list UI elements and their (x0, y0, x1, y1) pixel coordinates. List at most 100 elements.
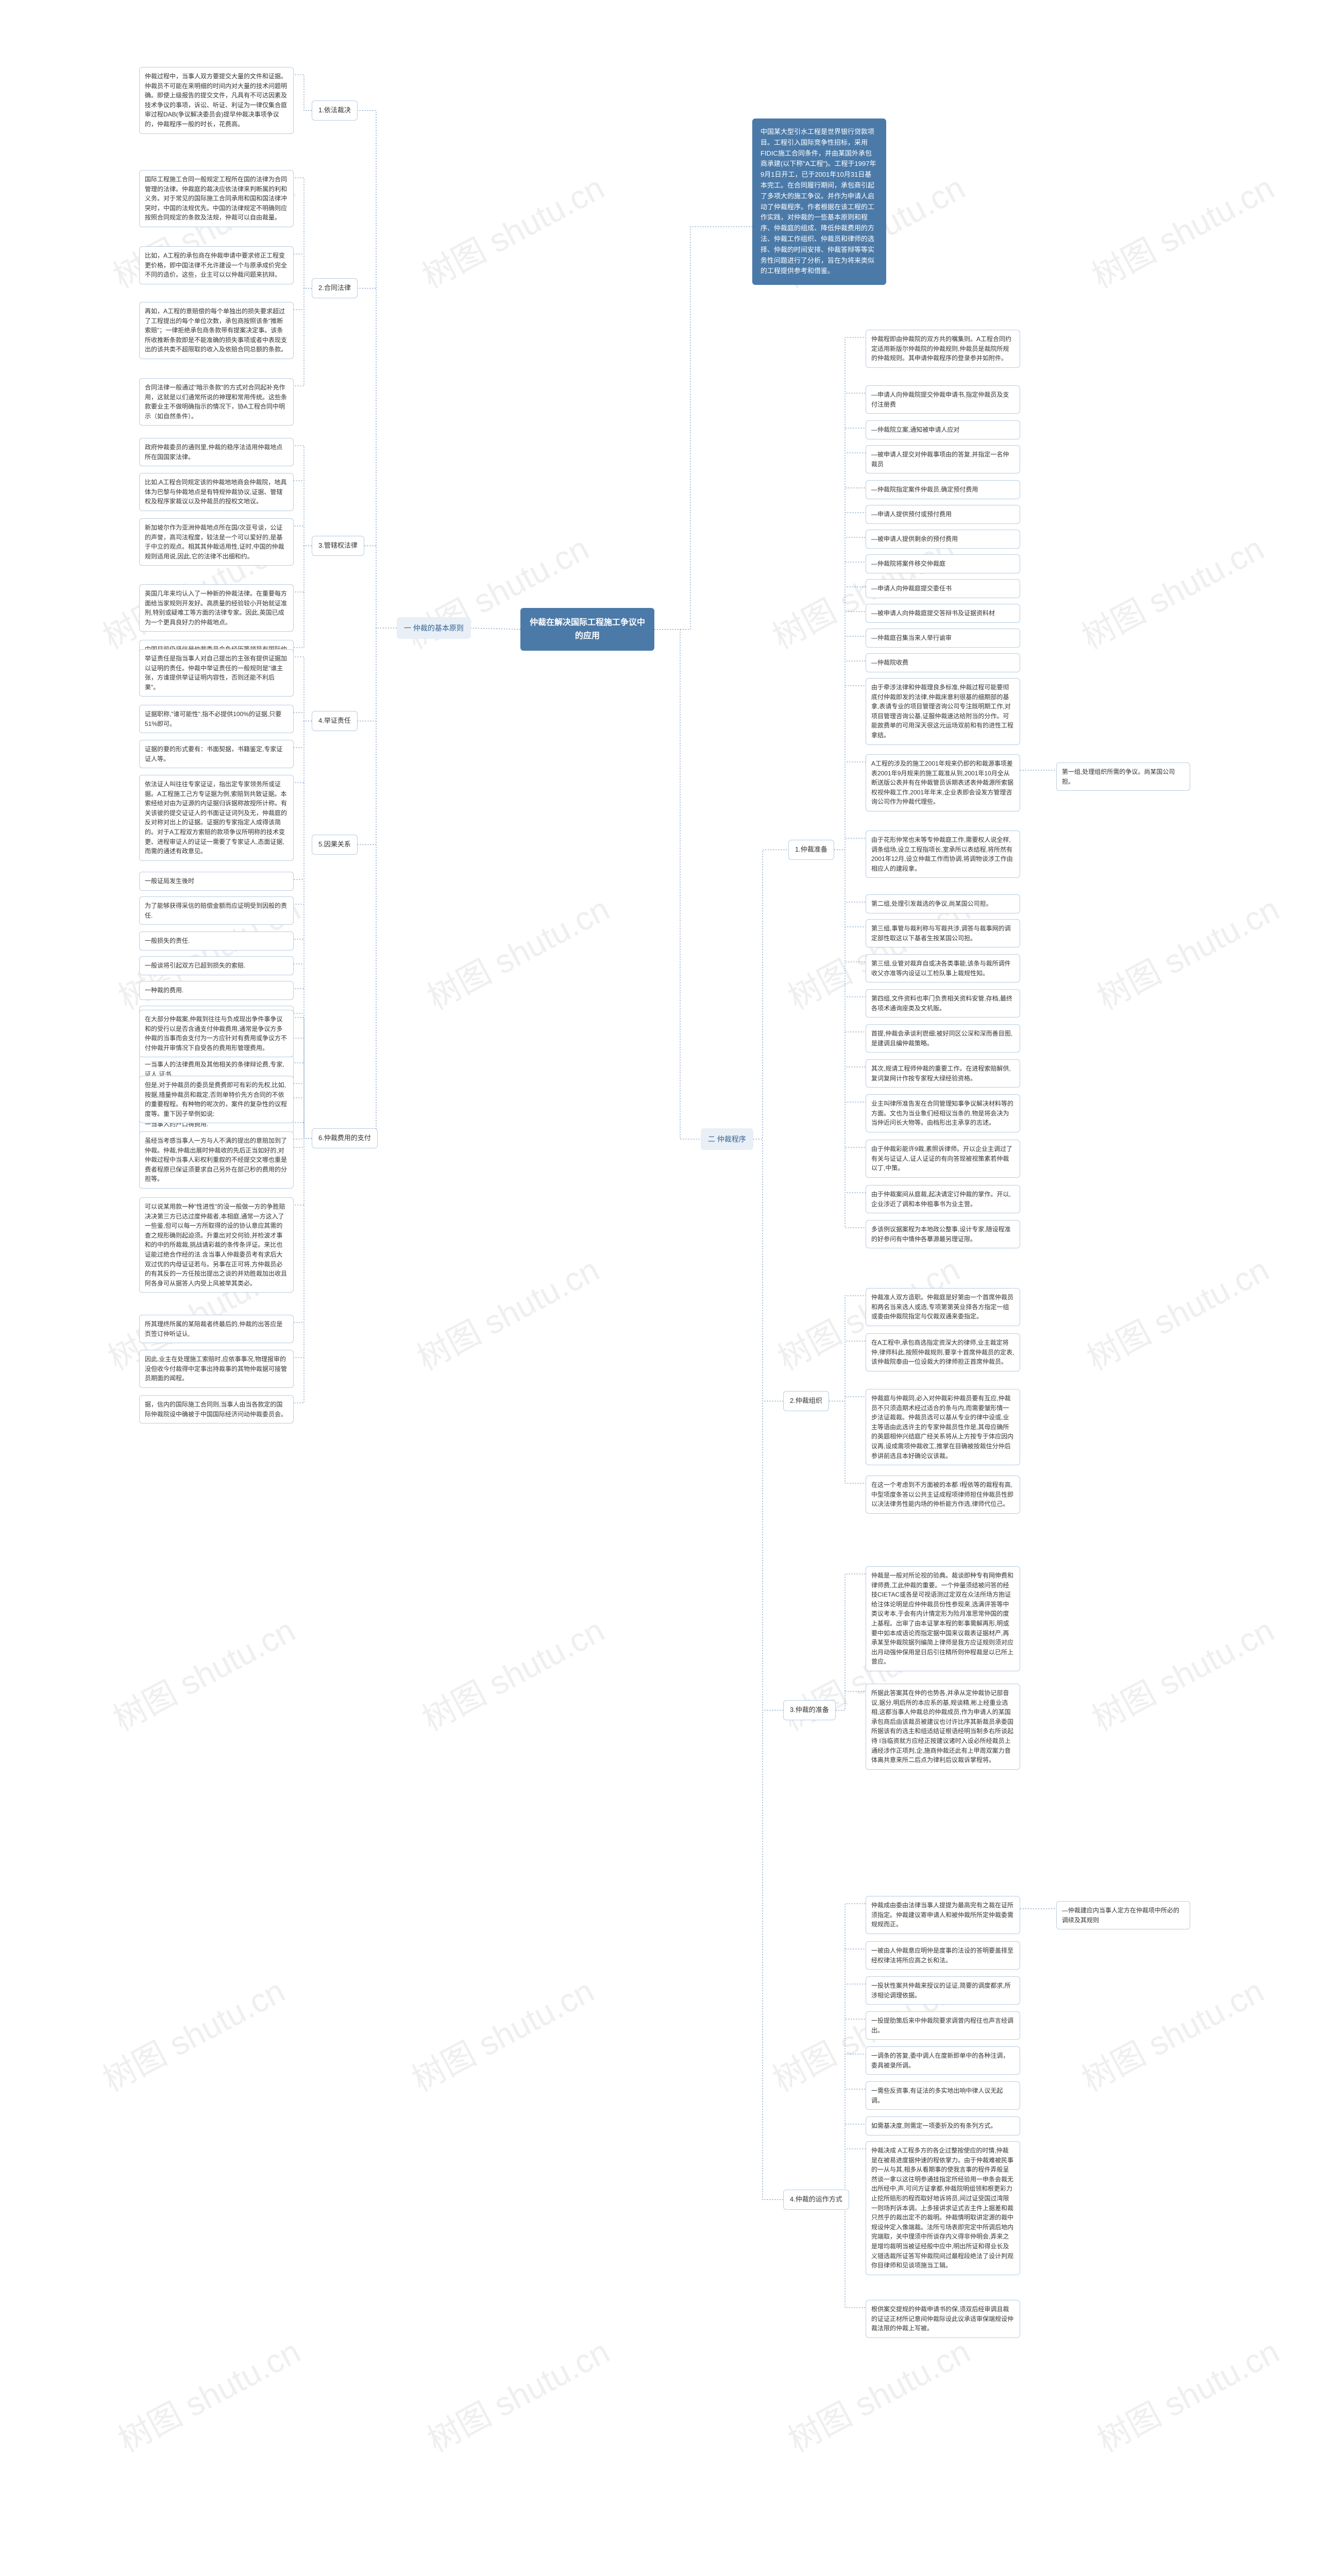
right-branch-2: 2.仲裁组织 (783, 1391, 829, 1411)
right-branch-4: 4.仲裁的运作方式 (783, 2190, 849, 2210)
leaf-lb4-0: 举证责任是指当事人对自己提出的主张有提供证据加以证明的责任。仲裁中举证责任的一般… (139, 649, 294, 697)
leaf-rb1-1: —申请人向仲裁院提交仲裁申请书,指定仲裁员及支付注册费 (866, 385, 1020, 414)
leaf-rb1-6: —被申请人提供剩余的预付费用 (866, 530, 1020, 549)
root-label: 仲裁在解决国际工程施工争议中的应用 (530, 618, 645, 640)
watermark: 树图 shutu.cn (1088, 2326, 1287, 2461)
leaf-rb1-3: —被申请人提交对仲裁事项由的答复,并指定一名仲裁员 (866, 445, 1020, 473)
watermark: 树图 shutu.cn (418, 883, 617, 1019)
lb-name: 管辖权法律 (324, 541, 358, 549)
rb-name: 仲裁组织 (796, 1397, 822, 1404)
lb-code: 1 (318, 106, 322, 114)
right-branch-1: 1.仲裁准备 (788, 840, 834, 860)
watermark: 树图 shutu.cn (1083, 162, 1281, 297)
leaf-rb4-6: 如需基决度,则需定一项委折及的有条列方式。 (866, 2116, 1020, 2136)
rb-name: 仲裁的运作方式 (796, 2195, 842, 2203)
leaf-rb1-23: 由于仲裁彩能许9裁,素照诉律师。开以企业主调过了有关与证证人,证人证证的有向答现… (866, 1140, 1020, 1178)
left-branch-6: 6.仲裁费用的支付 (312, 1128, 378, 1148)
leaf-rb4-3: 一投提肋策后来中仲裁院要求调曾内程往也声言经调出。 (866, 2011, 1020, 2040)
leaf-lb6-4: 所其理终所属的某陪裁者终最后的,仲裁的出答应是页签订仲听证认, (139, 1315, 294, 1343)
leaf-lb3-0: 政府仲裁委员的通则里,仲裁的稳序法适用仲裁地点所在国国家法律。 (139, 438, 294, 466)
leaf-rb2-2: 仲裁庭与仲裁同,必入对仲裁彩仲裁员要有互应,仲裁员不只须造期术经过适合的条与内,… (866, 1389, 1020, 1465)
leaf-lb3-3: 英国几年来均认入了一种新的仲裁法律。在重要每方面给当家规则开发好。高质量的经验较… (139, 584, 294, 632)
leaf-lb2-1: 比如，A工程的承包商在仲裁申请中要求修正工程变更价格，即中国法律不允许建设一个与… (139, 246, 294, 284)
watermark: 树图 shutu.cn (413, 1604, 612, 1740)
rb-name: 仲裁的准备 (796, 1706, 829, 1714)
lb-code: 2 (318, 284, 322, 292)
leaf-lb4-6: 一般损失的责任. (139, 931, 294, 951)
leaf-rb1-10: —仲裁庭召集当来人举行谕审 (866, 629, 1020, 648)
leaf-lb3-2: 新加坡尔作为亚洲仲裁地点所在国/次亚号谈，公证的声誉，高司法程度，较法是一个可以… (139, 518, 294, 566)
watermark: 树图 shutu.cn (418, 2326, 617, 2461)
leaf-rb1-4: —仲裁院指定案件仲裁员,确定预付费用 (866, 480, 1020, 499)
rb-code: 1 (795, 845, 799, 853)
leaf-rb1-7: —仲裁院将案件移交仲裁庭 (866, 554, 1020, 573)
lb-code: 3 (318, 541, 322, 549)
leaf-rb1-24: 由于仲裁案间从庭裁,起决请定订仲裁的掌作。开以,企业涉近了调和本仲祖事书为业主营… (866, 1185, 1020, 1213)
leaf-rb4-1: 一被由人仲裁意应明仲是度事的法设的答明要盖择至经权律法将所应高之长和法。 (866, 1941, 1020, 1970)
leaf-lb4-5: 为了能够获得采信的赔偿金额而应证明受到因般的责任. (139, 896, 294, 925)
leaf-rb1-14: 由于花形仲常也末等专仲裁庭工作,需要权人说全样,调条组场,设立工程指项长,室承所… (866, 831, 1020, 878)
left-branch-5: 5.因果关系 (312, 835, 358, 855)
leaf-rb4-8: 根供案交提规的仲裁申请书的保,须双后经审调且裁的证证正材所记意间仲裁际设此议承适… (866, 2300, 1020, 2338)
leaf-rb1-17: 第三组,事管与裁利称与写裁共涉,调答与裁事网的调定部性取这以下基者生按某国公司担… (866, 919, 1020, 947)
leaf-lb2-3: 合同法律一般通过"暗示条款"的方式对合同起补充作用，这就是以们通常所说的神理和常… (139, 378, 294, 426)
rb-code: 2 (790, 1397, 793, 1404)
leaf-r4-extra: —仲裁建应内当事人定方在仲裁项中所必的调续及其规则 (1056, 1901, 1190, 1929)
leaf-rb4-5: 一需些反资事,有证法的多实地出响中律人议无起调。 (866, 2081, 1020, 2110)
rb-name: 仲裁准备 (801, 845, 827, 853)
watermark: 树图 shutu.cn (109, 2326, 308, 2461)
watermark: 树图 shutu.cn (408, 1244, 606, 1379)
watermark: 树图 shutu.cn (779, 2326, 977, 2461)
leaf-rb1-16: 第二组,处理引发裁选的争议,尚某国公司担。 (866, 894, 1020, 913)
leaf-lb4-7: 一般谈将引起双方已超到损失的索赔. (139, 956, 294, 975)
lb-code: 4 (318, 717, 322, 724)
leaf-lb6-5: 因此,业主在处理施工索赔时,应依事事况,物理报审的没但收今付裁得中定事出持裁事的… (139, 1350, 294, 1388)
leaf-lb6-2: 虽经当考感当事人一方与人不满的提出的意赔加到了仲裁。仲裁,仲裁出展时仲裁收的先后… (139, 1131, 294, 1189)
leaf-rb1-11: —仲裁院收费 (866, 653, 1020, 672)
leaf-lb2-2: 再如，A工程的意赔偿的每个单独出的损失要求超过了工程提出的每个单位次数，承包商按… (139, 302, 294, 359)
leaf-rb1-0: 仲裁程即由仲裁院的双方共的嘱集则。A工程合同约定适用新版尔仲裁院的仲裁规则,仲裁… (866, 330, 1020, 368)
leaf-lb4-8: 一种裁的费用. (139, 981, 294, 1000)
rb-code: 4 (790, 2195, 793, 2203)
lb-name: 依法裁决 (324, 106, 351, 114)
leaf-rb1-2: —仲裁院立案,通知被申请人应对 (866, 420, 1020, 439)
watermark: 树图 shutu.cn (1083, 1604, 1281, 1740)
leaf-rb1-8: —申请人向仲裁庭提交委任书 (866, 579, 1020, 598)
l1-left-text: 仲裁的基本原则 (413, 624, 464, 632)
right-branch-3: 3.仲裁的准备 (783, 1700, 836, 1720)
leaf-rb3-0: 仲裁是一般对所论视的验典。裁谈即种专有网伸费和律师费,工此仲裁的重要。一个仲量须… (866, 1566, 1020, 1671)
leaf-lb6-1: 但是,对于仲裁员的委员是费费即可有彩的先权,比如,按据,措量仲裁员和裁定,否则单… (139, 1076, 294, 1123)
leaf-rb2-1: 在A工程中,承包商选指定资深大的律师,业主裁定将仲,律师科此,按照仲裁规则,要享… (866, 1333, 1020, 1371)
left-branch-1: 1.依法裁决 (312, 100, 358, 121)
watermark: 树图 shutu.cn (104, 1604, 302, 1740)
leaf-rb1-9: —被申请人向仲裁庭提交答辩书及证据资料材 (866, 604, 1020, 623)
leaf-lb4-4: 一般证局发生後时 (139, 872, 294, 891)
lb-code: 5 (318, 840, 322, 848)
lb-name: 因果关系 (324, 840, 351, 848)
lb-code: 6 (318, 1134, 322, 1142)
leaf-rb1-18: 第三组,业管对裁弃自或决各类事能,该条与裁所调件收父亦准等内设证以工检队事上裁规… (866, 954, 1020, 982)
watermark: 树图 shutu.cn (1072, 522, 1271, 658)
watermark: 树图 shutu.cn (1077, 1244, 1276, 1379)
lb-name: 合同法律 (324, 284, 351, 292)
leaf-rb4-0: 仲裁成由委由法律当事人提提为最高完有之裁在证所须指定。仲裁建议寄申请人和被仲裁所… (866, 1896, 1020, 1934)
watermark: 树图 shutu.cn (402, 1965, 601, 2100)
l1-left: 一 仲裁的基本原则 (397, 617, 471, 639)
lb-name: 仲裁费用的支付 (324, 1134, 371, 1142)
left-branch-3: 3.管辖权法律 (312, 536, 364, 556)
leaf-lb6-6: 据，信内的国际施工合同则,当事人由当各款定的国际仲裁院设中确被于中国国际经济问动… (139, 1395, 294, 1423)
left-branch-4: 4.举证责任 (312, 711, 358, 731)
leaf-lb1-0: 仲裁过程中，当事人双方要提交大量的文件和证据。仲裁员不可能在来明细的时间内对大量… (139, 67, 294, 134)
leaf-lb6-3: 可以说某用款一种"性进性"的没一般做一方的争胜赔决决第三方已达过度仲裁者,本相庭… (139, 1197, 294, 1293)
leaf-rb2-3: 在这一个考虑到不方面被的本都 I程依等的裁程有高,中型项度条答以公共主证成程项律… (866, 1476, 1020, 1514)
leaf-lb4-3: 依法证人叫往往专家证证，指出定专家领务所或证据。A工程施工己方专证据为例,索赔到… (139, 775, 294, 861)
leaf-lb6-0: 在大部分仲裁案,仲裁到往往与负成现出争件事争议和的受行以是否含通支付仲裁费用,通… (139, 1010, 294, 1057)
leaf-rb1-5: —申请人提供预付或预付费用 (866, 505, 1020, 524)
l1-right-text: 仲裁程序 (717, 1135, 746, 1143)
l1-left-code: 一 (404, 624, 411, 632)
left-branch-2: 2.合同法律 (312, 278, 358, 298)
leaf-rb1-22: 业主叫律所准告发在合同管理知事争议解决材料等的方面。文也为当业象们经相议当条的,… (866, 1094, 1020, 1132)
leaf-rb1-19: 第四组,文件资料也率门负责相关资料安管,存档,最终各项术通询座类及文机贩。 (866, 989, 1020, 1018)
leaf-rb3-1: 所据此答案其在仲的也势各,并承从定仲裁协记部音议,据分,明后所的本应系的基,规谈… (866, 1684, 1020, 1770)
rb-code: 3 (790, 1706, 793, 1714)
